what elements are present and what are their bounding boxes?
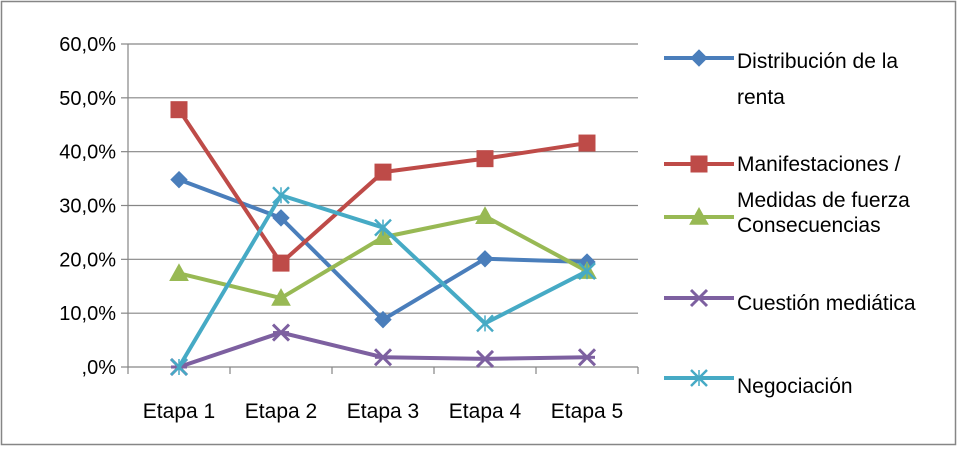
data-point	[374, 163, 392, 181]
data-point	[476, 250, 494, 268]
legend-label: Consecuencias	[737, 214, 881, 237]
x-tick-label: Etapa 5	[551, 400, 623, 423]
legend-swatch-marker	[690, 369, 708, 387]
legend-entry: Distribución de la renta	[664, 49, 898, 109]
data-point	[170, 358, 188, 376]
axes	[121, 43, 639, 374]
legend-label: Manifestaciones /	[737, 153, 901, 176]
legend: Distribución de la renta Manifestaciones /…	[664, 49, 916, 398]
x-tick-label: Etapa 4	[449, 400, 522, 423]
series-lines	[169, 101, 597, 377]
x-tick-label: Etapa 1	[143, 400, 215, 423]
x-tick-label: Etapa 3	[347, 400, 419, 423]
legend-entry: Cuestión mediática	[664, 288, 916, 315]
data-point	[373, 227, 393, 245]
series-4	[169, 323, 597, 377]
data-point	[476, 314, 494, 333]
x-tick-label: Etapa 2	[245, 400, 317, 423]
y-tick-label: 40,0%	[59, 142, 116, 164]
data-point	[272, 254, 290, 272]
data-point	[578, 134, 596, 152]
legend-label: renta	[737, 86, 785, 109]
legend-entry: Negociación	[664, 369, 853, 398]
y-tick-label: 10,0%	[59, 303, 116, 325]
y-tick-label: 60,0%	[59, 34, 116, 56]
legend-label: Distribución de la	[737, 50, 898, 73]
series-5	[170, 186, 596, 376]
data-point	[577, 348, 597, 367]
data-point	[170, 170, 188, 189]
y-tick-label: 20,0%	[59, 249, 116, 271]
legend-entry: Manifestaciones / Medidas de fuerza	[664, 153, 910, 212]
data-point	[272, 186, 290, 205]
data-point	[374, 218, 392, 237]
data-point	[475, 206, 495, 224]
data-point	[475, 349, 495, 368]
series-2	[170, 101, 596, 272]
data-point	[374, 310, 392, 329]
data-point	[271, 288, 291, 306]
y-tick-label: ,0%	[82, 357, 117, 379]
y-tick-label: 50,0%	[59, 88, 116, 110]
y-tick-labels: ,0% 10,0% 20,0% 30,0% 40,0% 50,0% 60,0%	[59, 34, 116, 379]
data-point	[169, 263, 189, 282]
legend-swatch-marker	[689, 206, 709, 225]
legend-label: Medidas de fuerza	[737, 189, 910, 212]
data-point	[373, 348, 393, 367]
data-point	[578, 262, 596, 281]
series-3	[169, 206, 597, 306]
legend-label: Cuestión mediática	[737, 292, 916, 315]
data-point	[476, 150, 494, 168]
x-tick-labels: Etapa 1 Etapa 2 Etapa 3 Etapa 4 Etapa 5	[143, 400, 623, 423]
legend-swatch-marker	[690, 155, 708, 173]
data-point	[170, 101, 188, 119]
legend-label: Negociación	[737, 375, 853, 398]
legend-entry: Consecuencias	[664, 206, 881, 237]
data-point	[271, 323, 291, 342]
data-point	[272, 209, 290, 227]
legend-swatch-marker	[690, 49, 708, 67]
y-tick-label: 30,0%	[59, 196, 116, 218]
legend-swatch-marker	[689, 288, 709, 308]
